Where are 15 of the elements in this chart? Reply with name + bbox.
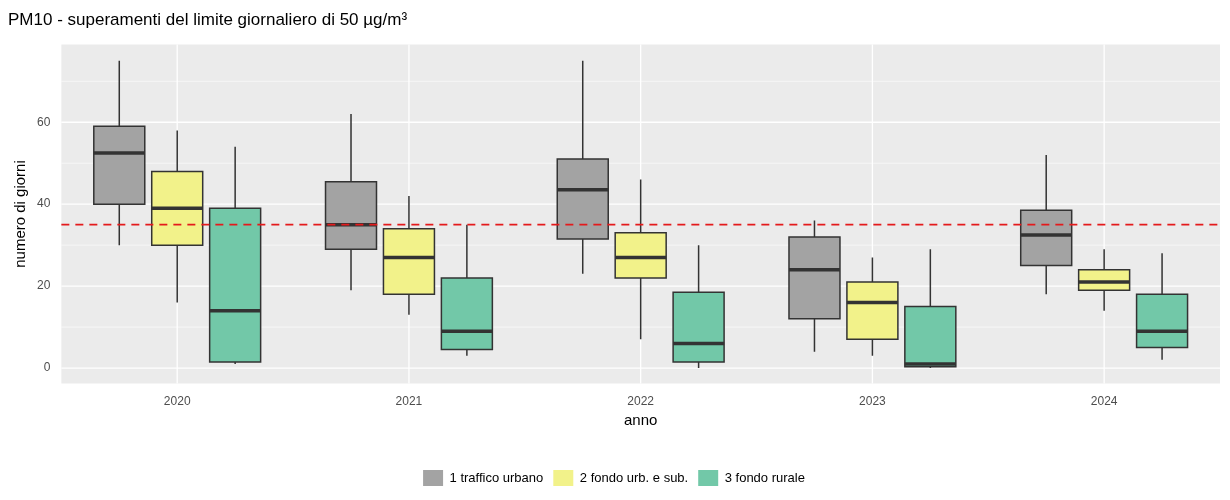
x-axis-title: anno (623, 411, 658, 429)
legend-label: 3 fondo rurale (724, 469, 805, 485)
legend-label: 1 traffico urbano (449, 469, 544, 485)
y-tick-label: 0 (43, 360, 51, 375)
y-tick-label: 40 (36, 196, 51, 211)
x-tick-label: 2020 (163, 394, 191, 409)
x-tick-label: 2021 (395, 394, 423, 409)
y-axis-title: numero di giorni (11, 160, 29, 268)
y-tick-label: 20 (36, 278, 51, 293)
x-tick-label: 2022 (627, 394, 655, 409)
chart-title: PM10 - superamenti del limite giornaliero di 50 µg/m³ (8, 9, 408, 29)
legend-label: 2 fondo urb. e sub. (579, 469, 689, 485)
y-tick-label: 60 (36, 114, 51, 129)
x-tick-label: 2023 (859, 394, 887, 409)
x-tick-label: 2024 (1090, 394, 1118, 409)
